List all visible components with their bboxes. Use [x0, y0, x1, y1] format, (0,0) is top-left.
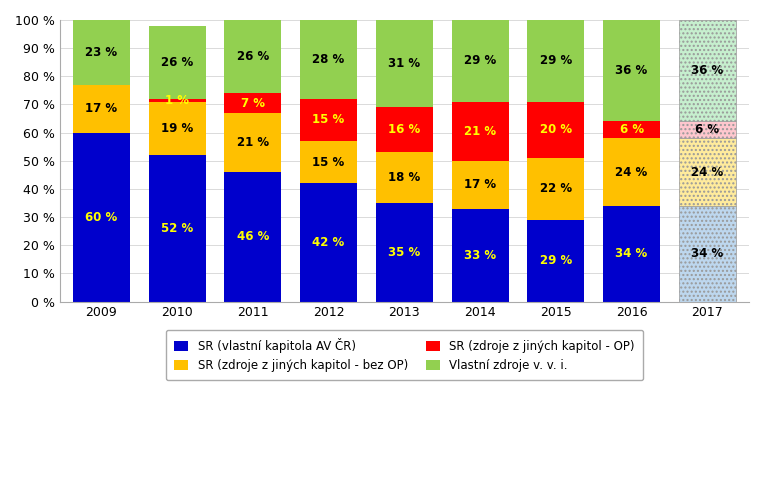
- Text: 23 %: 23 %: [86, 46, 118, 59]
- Text: 46 %: 46 %: [237, 230, 269, 244]
- Text: 28 %: 28 %: [312, 53, 345, 66]
- Bar: [679, 20, 736, 122]
- Bar: [452, 102, 509, 161]
- Bar: [73, 85, 130, 133]
- Bar: [604, 138, 660, 206]
- Text: 60 %: 60 %: [86, 210, 118, 224]
- Bar: [149, 155, 206, 302]
- Bar: [300, 183, 357, 302]
- Bar: [149, 102, 206, 155]
- Text: 6 %: 6 %: [695, 124, 720, 136]
- Bar: [679, 138, 736, 206]
- Bar: [149, 99, 206, 102]
- Bar: [452, 208, 509, 302]
- Text: 16 %: 16 %: [388, 124, 420, 136]
- Bar: [300, 20, 357, 99]
- Text: 20 %: 20 %: [540, 124, 572, 136]
- Bar: [376, 107, 432, 152]
- Text: 29 %: 29 %: [539, 54, 572, 67]
- Bar: [452, 161, 509, 208]
- Text: 34 %: 34 %: [691, 247, 724, 260]
- Text: 17 %: 17 %: [464, 178, 496, 191]
- Bar: [679, 122, 736, 138]
- Bar: [300, 99, 357, 141]
- Text: 24 %: 24 %: [616, 165, 648, 178]
- Text: 34 %: 34 %: [616, 247, 648, 260]
- Bar: [300, 141, 357, 183]
- Legend: SR (vlastní kapitola AV ČR), SR (zdroje z jiných kapitol - bez OP), SR (zdroje z: SR (vlastní kapitola AV ČR), SR (zdroje …: [166, 330, 643, 380]
- Text: 42 %: 42 %: [312, 236, 345, 249]
- Text: 26 %: 26 %: [237, 50, 269, 63]
- Bar: [376, 20, 432, 107]
- Text: 35 %: 35 %: [388, 246, 420, 259]
- Text: 36 %: 36 %: [691, 64, 724, 77]
- Bar: [527, 102, 584, 158]
- Bar: [527, 220, 584, 302]
- Text: 21 %: 21 %: [464, 125, 496, 138]
- Bar: [225, 172, 281, 302]
- Text: 24 %: 24 %: [691, 165, 724, 178]
- Bar: [73, 20, 130, 85]
- Text: 15 %: 15 %: [312, 114, 345, 126]
- Text: 1 %: 1 %: [165, 94, 189, 107]
- Text: 52 %: 52 %: [161, 222, 193, 235]
- Text: 21 %: 21 %: [237, 136, 269, 149]
- Bar: [376, 152, 432, 203]
- Text: 17 %: 17 %: [86, 102, 118, 115]
- Text: 19 %: 19 %: [161, 122, 193, 135]
- Bar: [527, 20, 584, 102]
- Bar: [679, 206, 736, 302]
- Bar: [604, 20, 660, 122]
- Text: 22 %: 22 %: [540, 182, 572, 196]
- Bar: [376, 203, 432, 302]
- Text: 31 %: 31 %: [388, 57, 420, 70]
- Text: 29 %: 29 %: [464, 54, 497, 67]
- Text: 15 %: 15 %: [312, 156, 345, 169]
- Bar: [527, 158, 584, 220]
- Bar: [604, 206, 660, 302]
- Bar: [149, 26, 206, 99]
- Text: 7 %: 7 %: [241, 97, 265, 110]
- Bar: [73, 133, 130, 302]
- Bar: [452, 20, 509, 102]
- Text: 33 %: 33 %: [464, 248, 496, 262]
- Text: 26 %: 26 %: [161, 56, 193, 69]
- Bar: [604, 122, 660, 138]
- Text: 29 %: 29 %: [539, 254, 572, 267]
- Text: 6 %: 6 %: [620, 124, 643, 136]
- Bar: [225, 20, 281, 93]
- Text: 18 %: 18 %: [388, 171, 420, 184]
- Text: 36 %: 36 %: [616, 64, 648, 77]
- Bar: [225, 93, 281, 113]
- Bar: [225, 113, 281, 172]
